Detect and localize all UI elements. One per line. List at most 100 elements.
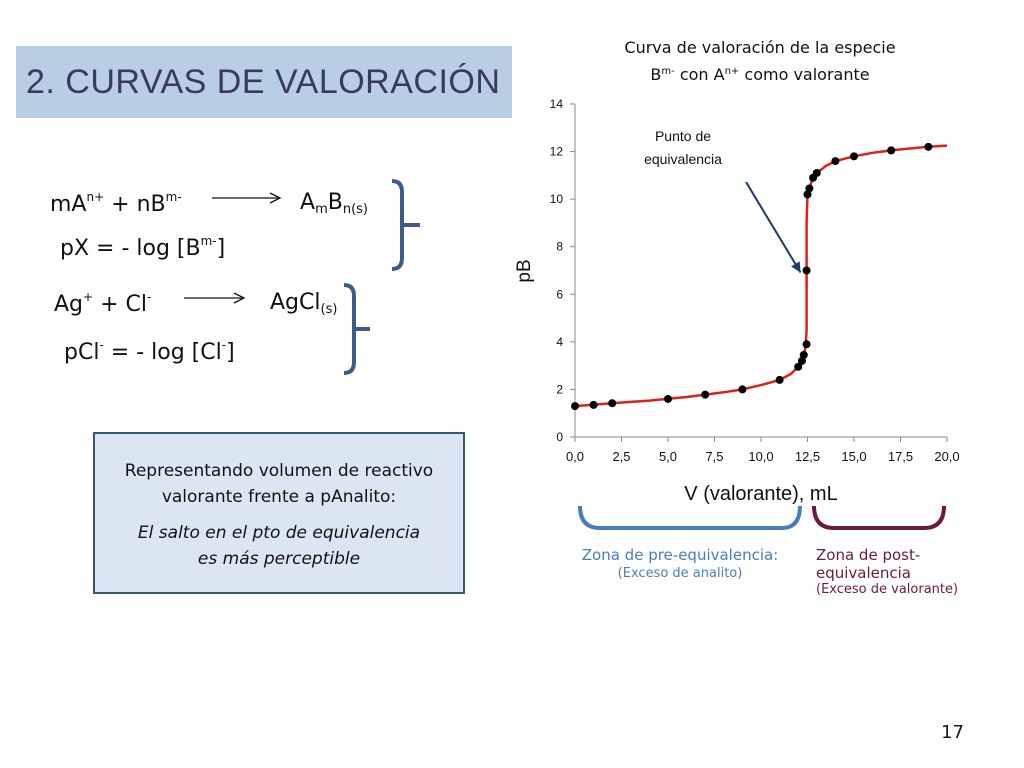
product-agcl-sub: (s) — [320, 302, 338, 317]
x-tick-label: 15,0 — [841, 449, 866, 464]
info-line-1: Representando volumen de reactivo — [124, 461, 434, 481]
product-b: B — [327, 190, 343, 215]
chart-title-line-1: Curva de valoración de la especie — [624, 38, 896, 57]
reactant-ag: Ag — [54, 292, 84, 317]
px-charge: m- — [200, 234, 217, 248]
y-tick-label: 14 — [550, 97, 564, 111]
reactant-a-charge: n+ — [86, 190, 105, 204]
product-a-sub: m — [315, 202, 328, 217]
reactant-a: mA — [50, 192, 87, 217]
data-point — [805, 184, 814, 193]
data-point — [887, 146, 896, 155]
pre-zone-sub: (Exceso de analito) — [617, 566, 743, 581]
data-point — [608, 399, 617, 408]
x-axis-label: V (valorante), mL — [684, 483, 837, 505]
y-tick-label: 12 — [550, 145, 564, 159]
titration-curve — [574, 144, 948, 408]
px-close: ] — [216, 236, 226, 261]
y-tick-label: 8 — [556, 240, 563, 254]
px-definition: pX = - log [Bm-] — [60, 234, 225, 261]
annotation-line-2: equivalencia — [644, 151, 722, 167]
title-species-a-charge: n+ — [724, 66, 740, 77]
px-text: pX = - log [B — [60, 236, 201, 261]
info-line-3: El salto en el pto de equivalencia — [137, 523, 421, 543]
slide-title-box: 2. CURVAS DE VALORACIÓN — [16, 46, 512, 118]
pcl-charge-2: - — [221, 338, 227, 352]
reaction-agcl: Ag+ + Cl- — [54, 290, 151, 317]
info-line-2: valorante frente a pAnalito: — [161, 487, 397, 507]
info-line-4: es más perceptible — [197, 549, 361, 569]
bracket-2 — [343, 283, 370, 375]
data-point — [831, 157, 840, 166]
product-b-sub: n(s) — [342, 202, 368, 217]
post-zone-title-2: equivalencia — [816, 564, 912, 582]
pre-zone-brace — [578, 505, 802, 530]
slide-title: 2. CURVAS DE VALORACIÓN — [26, 62, 501, 101]
data-point — [924, 142, 933, 151]
chart-title: Curva de valoración de la especie Bm- co… — [560, 36, 960, 87]
data-point — [775, 375, 784, 384]
data-point — [794, 362, 803, 371]
annotation-line-1: Punto de — [655, 128, 711, 144]
title-species-b: B — [650, 65, 662, 84]
title-tail: como valorante — [739, 65, 870, 84]
info-box: Representando volumen de reactivo valora… — [93, 432, 465, 594]
post-zone-label: Zona de post- equivalencia (Exceso de va… — [816, 546, 986, 597]
x-tick-label: 17,5 — [888, 449, 913, 464]
page-number: 17 — [941, 722, 964, 743]
annotation-arrow — [745, 181, 802, 274]
data-point — [799, 350, 808, 359]
title-species-a: con A — [674, 65, 725, 84]
x-tick-label: 5,0 — [659, 449, 677, 464]
post-zone-brace — [812, 505, 946, 530]
pcl-close: ] — [226, 340, 235, 365]
data-point — [701, 390, 710, 399]
data-points — [571, 142, 933, 411]
annotation-arrowhead — [791, 261, 801, 273]
data-point — [802, 340, 811, 349]
x-tick-label: 2,5 — [612, 449, 630, 464]
product-ambn: AmBn(s) — [300, 190, 368, 217]
chart-title-line-2: Bm- con An+ como valorante — [560, 60, 960, 87]
data-point — [738, 385, 747, 394]
pre-zone-label: Zona de pre-equivalencia: (Exceso de ana… — [570, 546, 790, 581]
product-agcl: AgCl(s) — [270, 290, 337, 317]
y-tick-label: 0 — [556, 430, 563, 444]
zone-braces — [578, 505, 946, 530]
reactant-b: + nB — [104, 192, 166, 217]
data-point — [850, 152, 858, 161]
y-tick-label: 10 — [550, 192, 564, 206]
x-tick-label: 0,0 — [566, 449, 584, 464]
y-tick-label: 2 — [556, 382, 563, 396]
post-zone-title-1: Zona de post- — [816, 546, 921, 564]
x-tick-label: 10,0 — [748, 449, 773, 464]
pcl-charge: - — [99, 338, 104, 352]
reactant-b-charge: m- — [165, 190, 182, 204]
y-axis-label: pB — [514, 259, 535, 282]
pcl-definition: pCl- = - log [Cl-] — [64, 338, 235, 365]
titration-chart: 0,0 2,5 5,0 7,5 10,0 12,5 15,0 17,5 20,0 0 2 4 6 8 10 1… — [514, 97, 960, 505]
data-point — [571, 402, 579, 411]
data-point — [802, 266, 811, 275]
reactant-cl: + Cl — [93, 292, 147, 317]
reaction-general: mAn+ + nBm- — [50, 190, 182, 217]
product-agcl-text: AgCl — [270, 290, 321, 315]
x-tick-label: 7,5 — [705, 449, 723, 464]
pcl-rest: = - log [Cl — [103, 340, 222, 365]
reactant-cl-charge: - — [146, 290, 152, 304]
data-point — [664, 394, 672, 403]
reactant-ag-charge: + — [83, 290, 94, 304]
pcl-text: pCl — [64, 340, 100, 365]
equivalence-annotation: Punto de equivalencia — [644, 128, 802, 274]
y-tick-label: 4 — [556, 335, 563, 349]
x-tick-label: 12,5 — [795, 449, 820, 464]
product-a: A — [300, 190, 316, 215]
data-point — [589, 400, 598, 409]
reaction-arrow-2 — [184, 292, 246, 304]
reaction-arrow-1 — [212, 192, 282, 204]
post-zone-sub: (Exceso de valorante) — [816, 582, 959, 597]
data-point — [812, 168, 821, 177]
x-tick-label: 20,0 — [934, 449, 959, 464]
title-species-b-charge: m- — [661, 66, 675, 77]
pre-zone-title: Zona de pre-equivalencia: — [581, 546, 779, 564]
